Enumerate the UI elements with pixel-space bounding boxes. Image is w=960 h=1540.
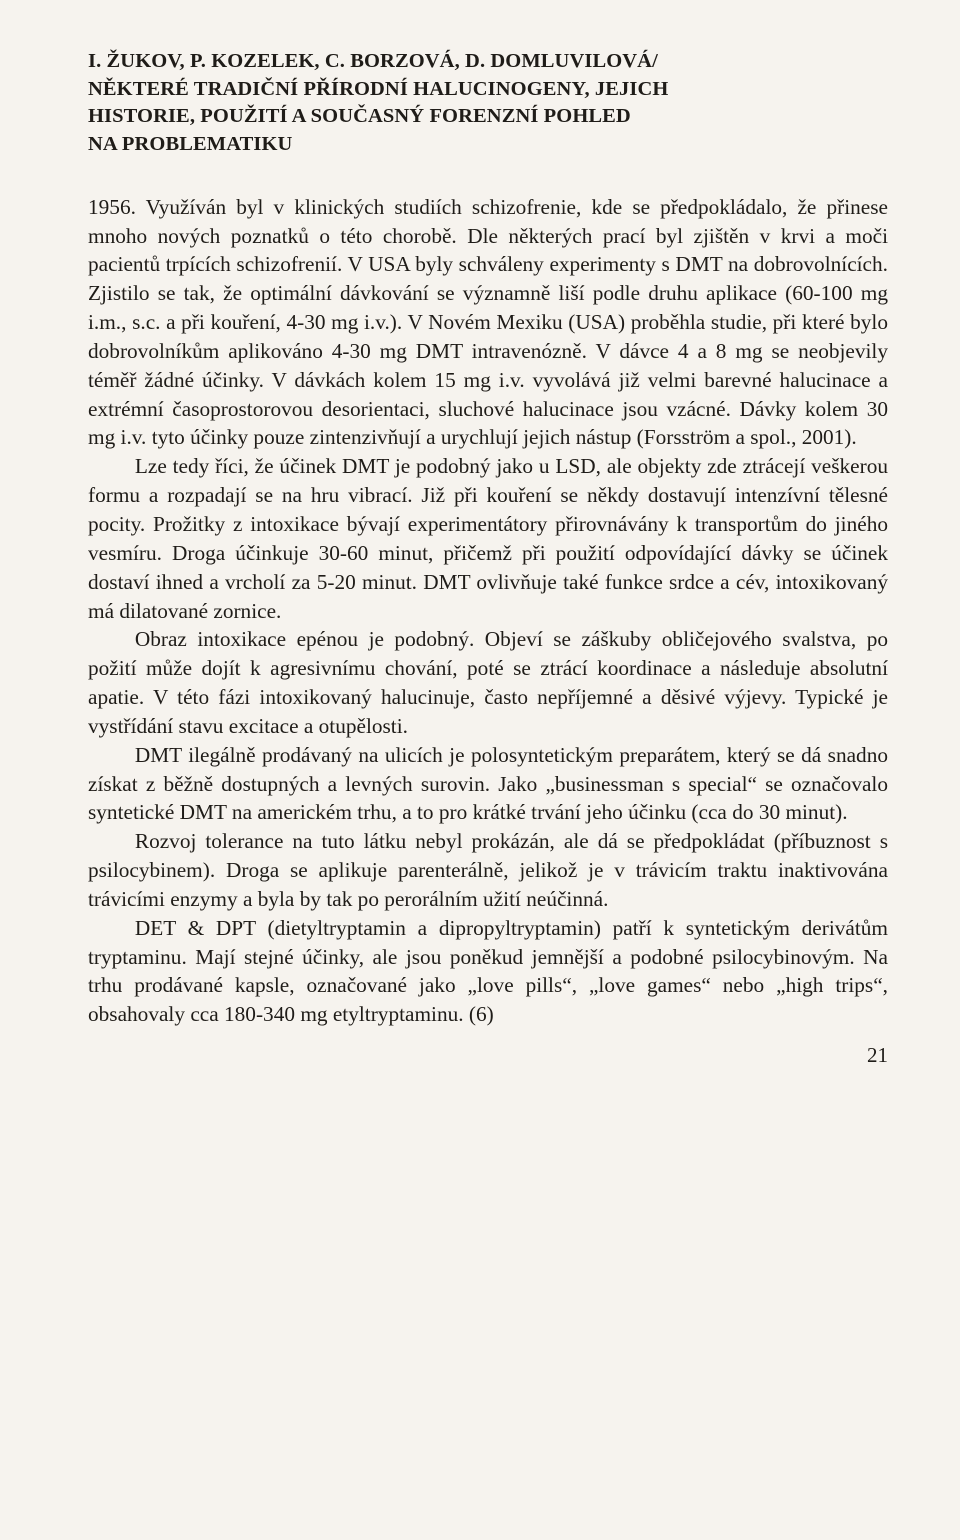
page-number: 21: [88, 1043, 888, 1068]
header-line-1: I. ŽUKOV, P. KOZELEK, C. BORZOVÁ, D. DOM…: [88, 48, 888, 76]
paragraph: Rozvoj tolerance na tuto látku nebyl pro…: [88, 827, 888, 914]
page-header: I. ŽUKOV, P. KOZELEK, C. BORZOVÁ, D. DOM…: [88, 48, 888, 159]
body-text: 1956. Využíván byl v klinických studiích…: [88, 193, 888, 1029]
document-page: I. ŽUKOV, P. KOZELEK, C. BORZOVÁ, D. DOM…: [0, 0, 960, 1540]
header-line-4: NA PROBLEMATIKU: [88, 131, 888, 159]
header-line-3: HISTORIE, POUŽITÍ A SOUČASNÝ FORENZNÍ PO…: [88, 103, 888, 131]
paragraph: DET & DPT (dietyltryptamin a dipropyltry…: [88, 914, 888, 1029]
paragraph: 1956. Využíván byl v klinických studiích…: [88, 193, 888, 453]
paragraph: Lze tedy říci, že účinek DMT je podobný …: [88, 452, 888, 625]
paragraph: Obraz intoxikace epénou je podobný. Obje…: [88, 625, 888, 740]
paragraph: DMT ilegálně prodávaný na ulicích je pol…: [88, 741, 888, 828]
header-line-2: NĚKTERÉ TRADIČNÍ PŘÍRODNÍ HALUCINOGENY, …: [88, 76, 888, 104]
